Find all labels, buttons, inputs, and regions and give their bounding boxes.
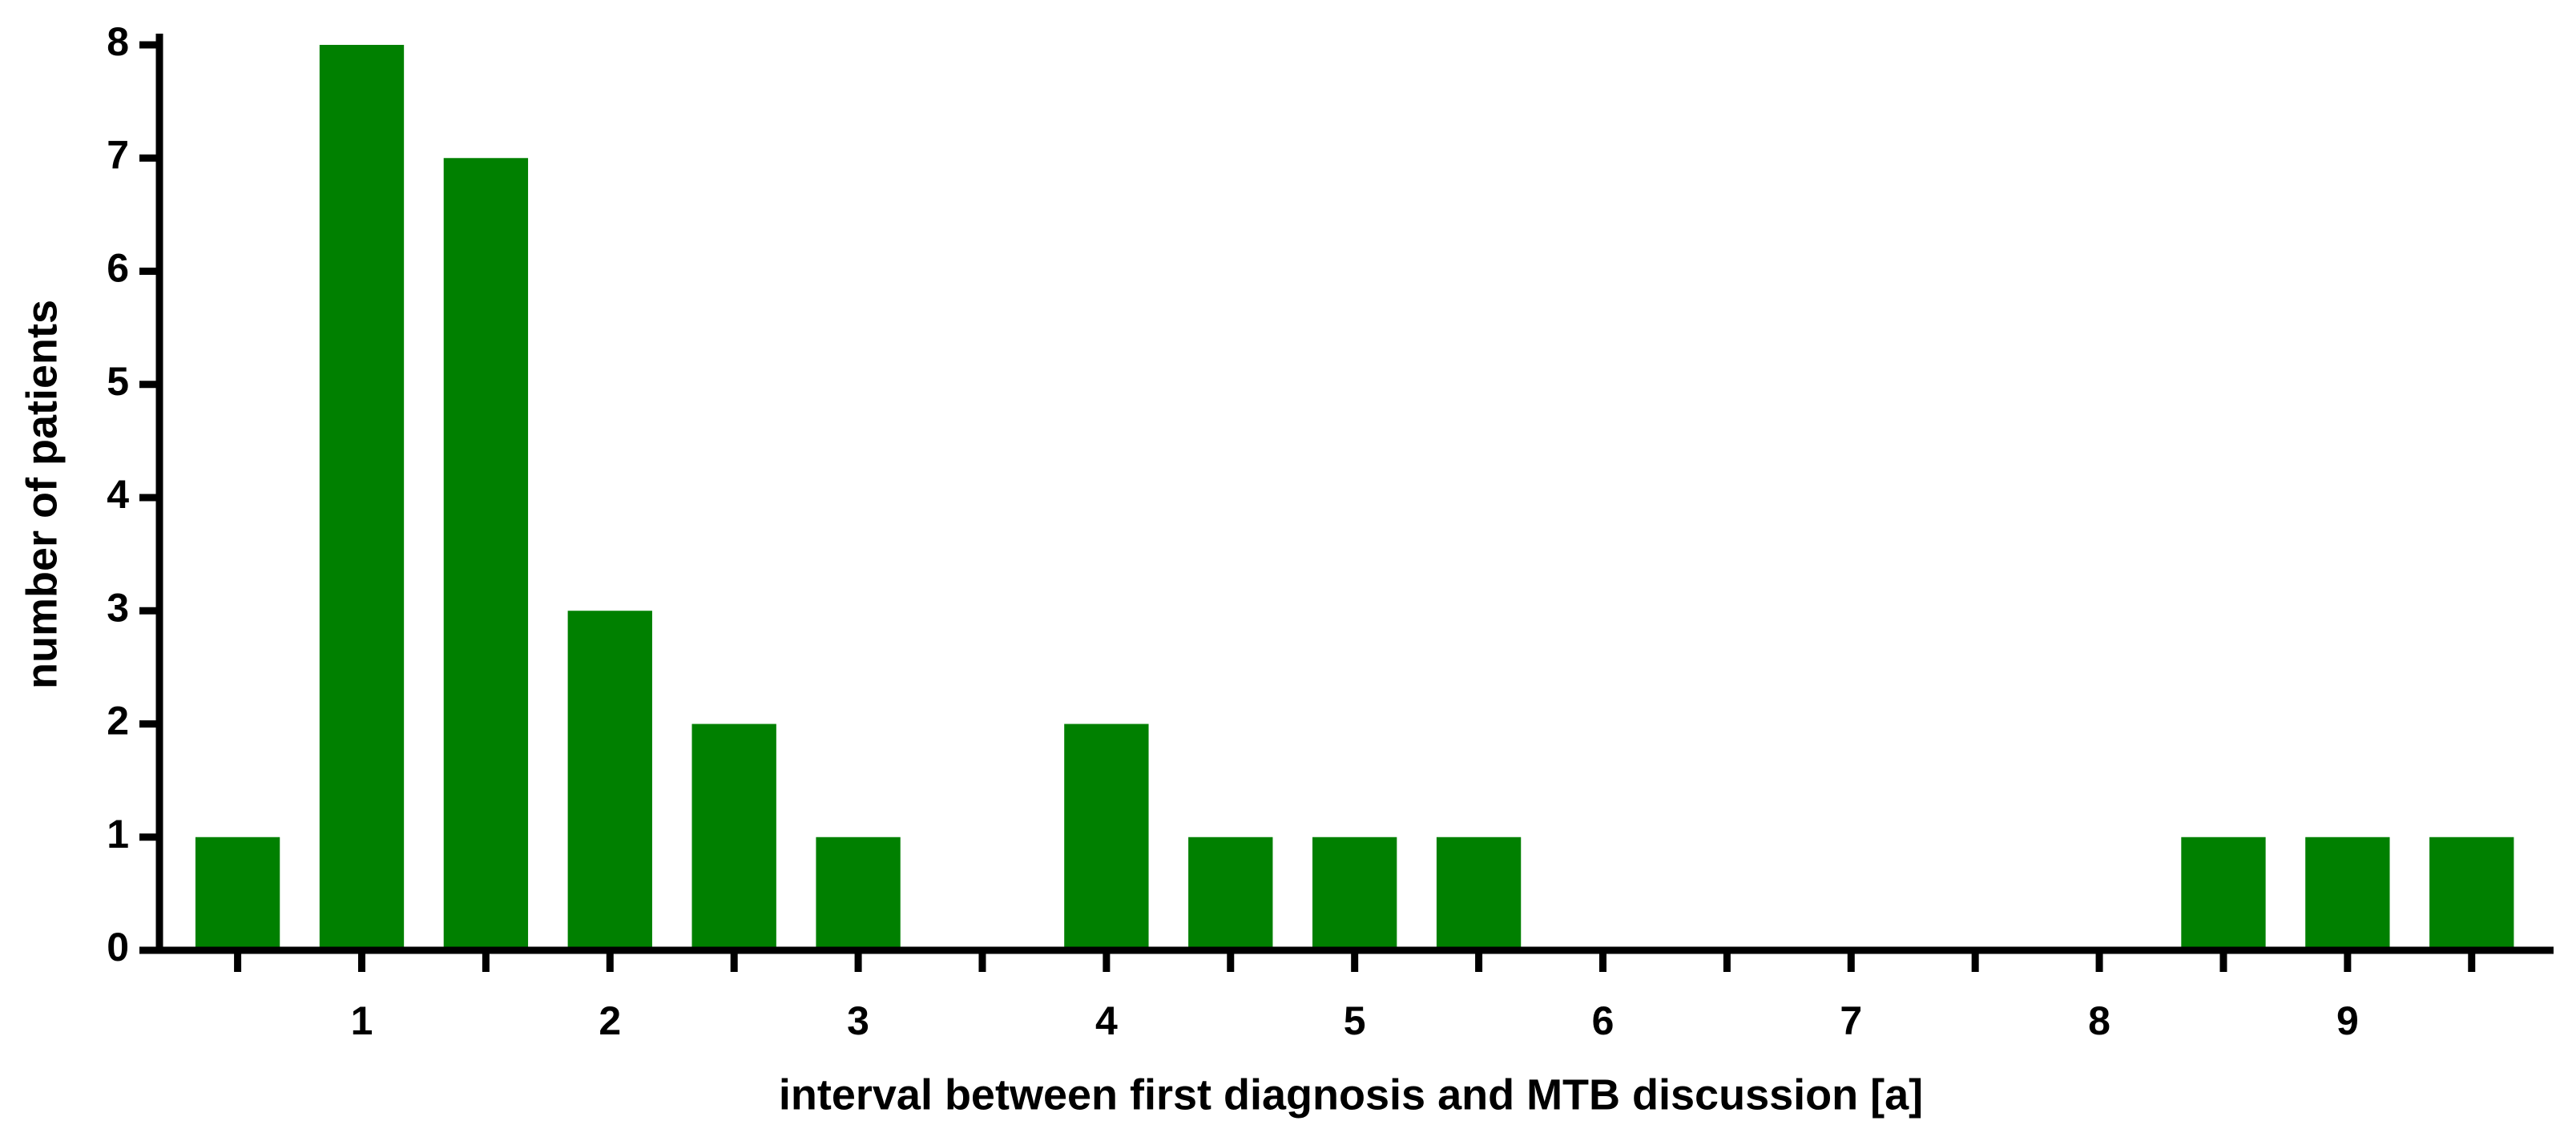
x-axis-title: interval between first diagnosis and MTB… [779, 1070, 1923, 1119]
y-tick-label: 7 [107, 132, 129, 177]
bar [2429, 837, 2514, 950]
x-tick-label: 5 [1344, 998, 1366, 1043]
y-tick-label: 8 [107, 19, 129, 64]
bar [816, 837, 901, 950]
bar [1188, 837, 1273, 950]
y-tick-label: 4 [107, 472, 129, 517]
bar [2305, 837, 2390, 950]
bar [691, 724, 776, 950]
y-tick-label: 5 [107, 359, 129, 404]
y-tick-label: 3 [107, 585, 129, 630]
y-tick-label: 6 [107, 246, 129, 291]
bar [443, 158, 529, 950]
x-tick-label: 1 [351, 998, 373, 1043]
y-axis-title: number of patients [18, 300, 66, 689]
x-tick-label: 3 [847, 998, 869, 1043]
bar [319, 45, 405, 950]
x-tick-label: 6 [1592, 998, 1615, 1043]
x-tick-label: 9 [2336, 998, 2359, 1043]
bar [1312, 837, 1397, 950]
x-tick-label: 8 [2088, 998, 2110, 1043]
bar [195, 837, 280, 950]
y-tick-label: 0 [107, 925, 129, 970]
bar [1064, 724, 1149, 950]
x-tick-label: 2 [599, 998, 621, 1043]
bar [2181, 837, 2266, 950]
bar [1436, 837, 1522, 950]
y-tick-label: 2 [107, 699, 129, 744]
x-tick-label: 7 [1840, 998, 1862, 1043]
x-tick-label: 4 [1095, 998, 1118, 1043]
bar [567, 611, 652, 950]
y-tick-label: 1 [107, 812, 129, 857]
